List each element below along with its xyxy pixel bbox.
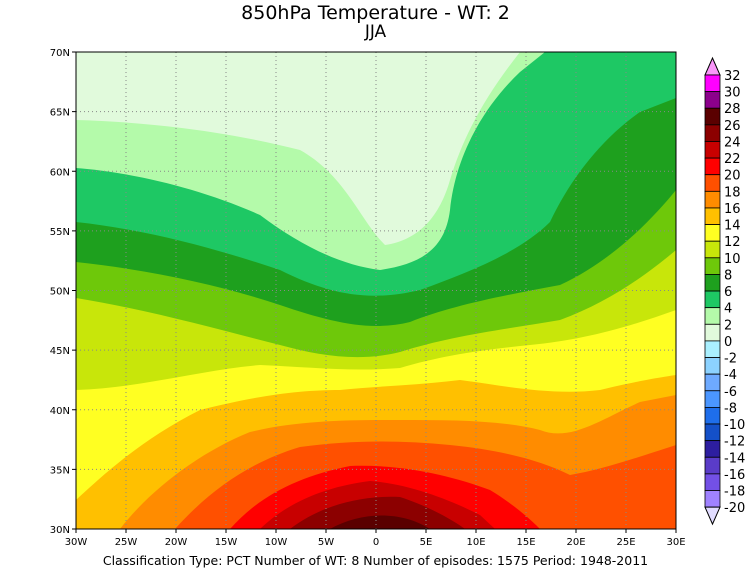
map-title: 850hPa Temperature - WT: 2 [241,2,510,24]
colorbar-label: 8 [724,268,732,283]
colorbar-label: -14 [724,451,745,466]
colorbar-box [704,257,721,275]
colorbar-under-triangle [704,506,721,526]
colorbar-box [704,440,721,458]
colorbar-box [704,224,721,242]
colorbar-label: 32 [724,69,741,84]
lat-tick-label: 70N [50,48,70,59]
map-subtitle: JJA [364,22,387,42]
lat-tick-label: 55N [50,227,70,238]
axis-ticks: 30W 25W 20W 15W 10W 5W 0 5E 10E 15E 20E 25E 30E 70N 65… [50,48,686,548]
colorbar-box [704,124,721,142]
lon-tick-label: 10E [466,537,485,548]
colorbar-box [704,406,721,425]
colorbar-label: 16 [724,202,741,217]
lon-tick-label: 25E [616,537,635,548]
lon-tick-label: 25W [115,537,138,548]
colorbar-box [704,157,721,176]
colorbar-box [704,373,721,392]
lat-tick-label: 65N [50,108,70,119]
colorbar-label: -6 [724,385,737,400]
colorbar-box [704,240,721,259]
colorbar-label: -18 [724,485,745,500]
colorbar-box [704,490,721,508]
lat-tick-label: 30N [50,525,70,536]
colorbar-box [704,290,721,309]
colorbar-box [704,274,721,292]
colorbar-label: 12 [724,235,741,250]
colorbar-box [704,207,721,225]
colorbar-label: 26 [724,119,741,134]
lon-tick-label: 5W [318,537,334,548]
colorbar-label: -12 [724,435,745,450]
lat-tick-label: 35N [50,465,70,476]
lon-tick-label: 15W [215,537,238,548]
colorbar-box [704,307,721,325]
colorbar-label: 14 [724,219,741,234]
colorbar-box [704,107,721,126]
lon-tick-label: 30E [666,537,685,548]
contour-bands [76,52,676,529]
colorbar-label: 6 [724,285,732,300]
footer-caption: Classification Type: PCT Number of WT: 8… [102,553,649,568]
colorbar-label: 0 [724,335,732,350]
band-26-28 [330,515,430,529]
graticule [76,52,676,529]
colorbar-over-triangle [704,56,721,76]
colorbar-box [704,456,721,475]
lat-tick-label: 45N [50,346,70,357]
lon-tick-label: 30W [65,537,88,548]
colorbar-label: 2 [724,318,732,333]
colorbar-label: -2 [724,352,737,367]
colorbar-box [704,423,721,442]
colorbar-box [704,141,721,159]
colorbar-box [704,340,721,358]
colorbar-box [704,390,721,408]
lat-tick-label: 60N [50,167,70,178]
colorbar-label: 22 [724,152,741,167]
colorbar-label: 18 [724,185,741,200]
colorbar-box [704,74,721,93]
colorbar-label: -20 [724,501,745,516]
lat-tick-label: 50N [50,287,70,298]
colorbar-box [704,473,721,491]
colorbar-label: -4 [724,368,737,383]
colorbar-label: 24 [724,135,741,150]
colorbar: 32302826242220181614121086420-2-4-6-8-10… [704,56,745,526]
lon-tick-label: 20W [165,537,188,548]
colorbar-label: -10 [724,418,745,433]
colorbar-label: -8 [724,401,737,416]
colorbar-box [704,190,721,209]
lon-tick-label: 5E [420,537,433,548]
lon-tick-label: 20E [566,537,585,548]
colorbar-label: 20 [724,169,741,184]
colorbar-box [704,323,721,342]
colorbar-label: 10 [724,252,741,267]
colorbar-label: -16 [724,468,745,483]
colorbar-box [704,357,721,375]
colorbar-label: 28 [724,102,741,117]
colorbar-box [704,174,721,192]
colorbar-label: 4 [724,302,732,317]
colorbar-label: 30 [724,86,741,101]
lat-tick-label: 40N [50,406,70,417]
colorbar-box [704,91,721,109]
band-24-26 [290,496,465,529]
lon-tick-label: 10W [265,537,288,548]
lon-tick-label: 15E [516,537,535,548]
lon-tick-label: 0 [373,537,379,548]
